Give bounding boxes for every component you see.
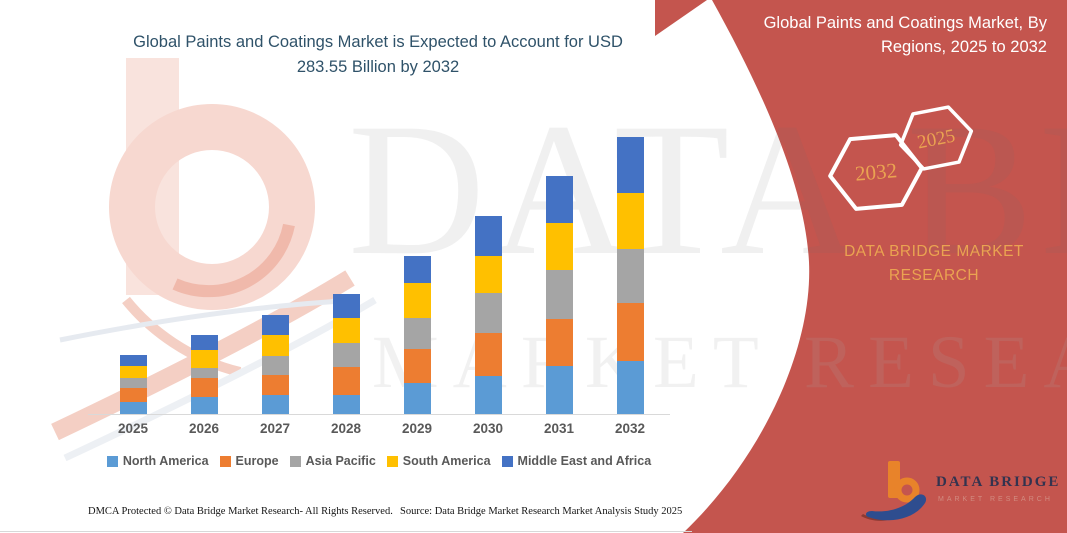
bar-segment-2026-south-america: [190, 350, 218, 368]
bar-segment-2027-middle-east-and-africa: [261, 314, 289, 335]
year-label-2026: 2026: [188, 421, 220, 436]
bar-segment-2031-south-america: [545, 222, 573, 270]
bar-segment-2032-asia-pacific: [616, 249, 644, 303]
legend-swatch: [386, 455, 398, 467]
year-label-2032: 2032: [614, 421, 646, 436]
hexagon-2025: 2025: [898, 105, 974, 171]
bar-segment-2026-europe: [190, 378, 218, 397]
banner-corner-triangle: [655, 0, 707, 36]
year-label-2025: 2025: [117, 421, 149, 436]
stacked-bar-2028: [332, 294, 360, 414]
bar-segment-2032-middle-east-and-africa: [616, 137, 644, 194]
watermark-swoosh-lower: [122, 296, 242, 377]
bottom-divider-line: [0, 531, 692, 532]
bar-segment-2025-middle-east-and-africa: [119, 354, 147, 367]
watermark-swoosh-blue: [59, 297, 361, 343]
legend-swatch: [106, 455, 118, 467]
chart-plot-area: [88, 120, 670, 415]
footer-source-text: Source: Data Bridge Market Research Mark…: [400, 506, 683, 517]
logo-d-swoosh: [865, 494, 927, 521]
hexagon-2032: 2032: [828, 133, 924, 211]
stacked-bar-2026: [190, 334, 218, 414]
legend-item-south-america: South America: [386, 454, 491, 468]
bar-segment-2029-middle-east-and-africa: [403, 255, 431, 284]
logo-subtext: MARKET RESEARCH: [938, 496, 1053, 503]
bar-segment-2027-south-america: [261, 334, 289, 357]
bar-segment-2025-europe: [119, 387, 147, 403]
stacked-bar-2027: [261, 314, 289, 414]
year-label-2028: 2028: [330, 421, 362, 436]
watermark-b-accent-arc: [172, 223, 295, 298]
hexagon-2032-label: 2032: [854, 158, 898, 186]
chart-title: Global Paints and Coatings Market is Exp…: [133, 33, 623, 76]
logo-d-maroon-accent: [861, 514, 891, 521]
bar-segment-2027-north-america: [261, 395, 289, 414]
legend-swatch: [219, 455, 231, 467]
stacked-bar-2030: [474, 215, 502, 414]
legend-swatch: [501, 455, 513, 467]
legend-label: Europe: [235, 454, 279, 468]
stacked-bar-2029: [403, 255, 431, 414]
bar-segment-2025-north-america: [119, 402, 147, 414]
brand-caption: DATA BRIDGE MARKET RESEARCH: [844, 243, 1024, 285]
bar-segment-2026-north-america: [190, 396, 218, 414]
bar-segment-2028-middle-east-and-africa: [332, 294, 360, 319]
bar-segment-2030-north-america: [474, 375, 502, 414]
legend-item-middle-east-and-africa: Middle East and Africa: [501, 454, 652, 468]
bar-segment-2029-europe: [403, 348, 431, 383]
legend-swatch: [289, 455, 301, 467]
x-axis-labels: 2025 2026 2027 2028 2029 2030 2031 2032: [88, 421, 670, 439]
bar-segment-2031-europe: [545, 318, 573, 366]
bar-segment-2030-south-america: [474, 255, 502, 293]
stacked-bar-2031: [545, 175, 573, 414]
chart-legend: North America Europe Asia Pacific South Ame…: [88, 454, 670, 468]
legend-label: North America: [122, 454, 209, 468]
year-label-2029: 2029: [401, 421, 433, 436]
bar-segment-2030-middle-east-and-africa: [474, 215, 502, 256]
bar-segment-2027-asia-pacific: [261, 356, 289, 375]
bar-segment-2030-europe: [474, 332, 502, 376]
footer-dmca-text: DMCA Protected © Data Bridge Market Rese…: [88, 506, 393, 517]
bar-segment-2026-asia-pacific: [190, 367, 218, 379]
bar-segment-2028-south-america: [332, 318, 360, 344]
legend-item-europe: Europe: [219, 454, 279, 468]
bar-segment-2025-asia-pacific: [119, 377, 147, 388]
bar-segment-2032-south-america: [616, 193, 644, 250]
legend-label: Middle East and Africa: [517, 454, 652, 468]
bar-segment-2026-middle-east-and-africa: [190, 334, 218, 351]
hexagon-2025-label: 2025: [916, 126, 957, 154]
bar-segment-2028-asia-pacific: [332, 343, 360, 367]
bar-segment-2031-north-america: [545, 365, 573, 414]
stacked-bar-2032: [616, 137, 644, 414]
stacked-bar-2025: [119, 354, 147, 414]
logo-b-stem: [888, 461, 900, 498]
bar-segment-2029-south-america: [403, 283, 431, 319]
bar-segment-2032-north-america: [616, 360, 644, 414]
legend-item-north-america: North America: [106, 454, 209, 468]
bar-segment-2029-asia-pacific: [403, 318, 431, 349]
logo-b-bowl: [894, 477, 920, 503]
year-label-2031: 2031: [543, 421, 575, 436]
legend-label: Asia Pacific: [305, 454, 376, 468]
bar-segment-2030-asia-pacific: [474, 292, 502, 333]
year-label-2030: 2030: [472, 421, 504, 436]
logo-wordmark: DATA BRIDGE: [936, 474, 1061, 490]
bar-segment-2028-north-america: [332, 394, 360, 414]
year-label-2027: 2027: [259, 421, 291, 436]
bar-segment-2031-middle-east-and-africa: [545, 175, 573, 223]
bar-segment-2031-asia-pacific: [545, 269, 573, 319]
legend-item-asia-pacific: Asia Pacific: [289, 454, 376, 468]
bar-segment-2025-south-america: [119, 366, 147, 378]
banner-title: Global Paints and Coatings Market, By Re…: [763, 14, 1047, 56]
bar-segment-2032-europe: [616, 302, 644, 361]
bar-segment-2027-europe: [261, 374, 289, 395]
bar-segment-2029-north-america: [403, 382, 431, 414]
bar-segment-2028-europe: [332, 366, 360, 395]
legend-label: South America: [402, 454, 491, 468]
